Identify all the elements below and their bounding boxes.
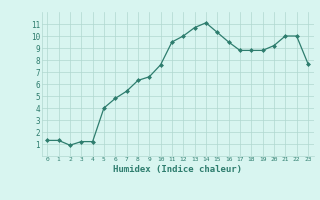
X-axis label: Humidex (Indice chaleur): Humidex (Indice chaleur)	[113, 165, 242, 174]
